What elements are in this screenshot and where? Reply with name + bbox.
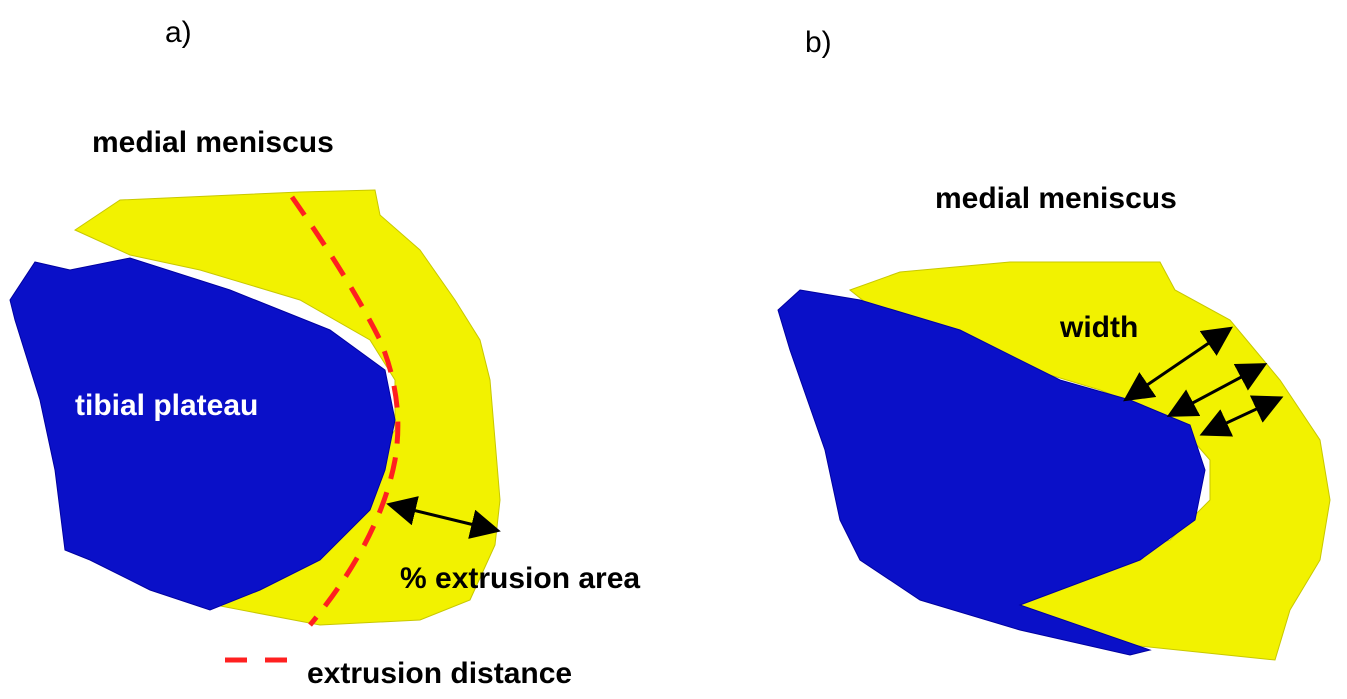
- figure: a) medial meniscus tibial plateau % extr…: [0, 0, 1347, 694]
- plateau-label: tibial plateau: [75, 389, 258, 422]
- panel-label: b): [805, 26, 832, 59]
- area-label: % extrusion area: [400, 562, 640, 595]
- panel-b: b) medial meniscus width: [778, 26, 1330, 660]
- meniscus-label: medial meniscus: [92, 126, 334, 159]
- meniscus-label: medial meniscus: [935, 182, 1177, 215]
- panel-label: a): [165, 16, 192, 49]
- width-label: width: [1059, 311, 1138, 344]
- legend-label: extrusion distance: [307, 657, 572, 690]
- panel-a: a) medial meniscus tibial plateau % extr…: [10, 16, 640, 690]
